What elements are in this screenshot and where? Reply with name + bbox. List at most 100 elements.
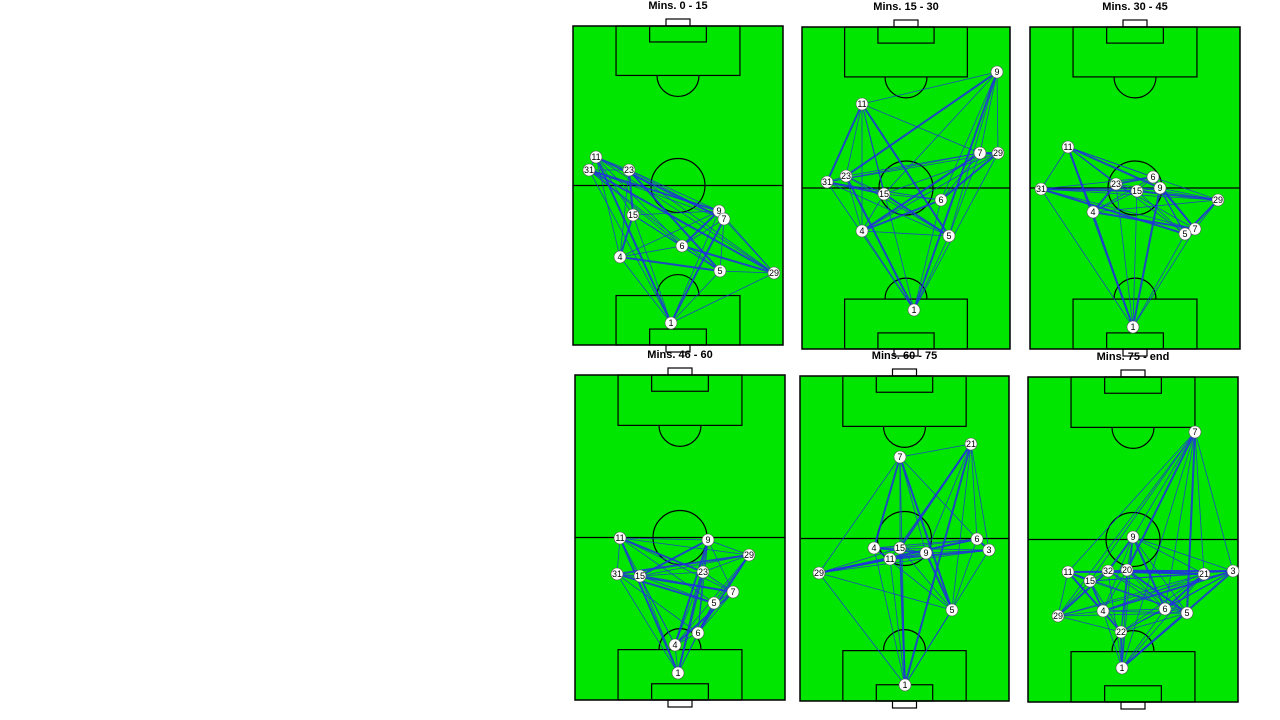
player-label: 21 bbox=[966, 439, 976, 449]
pass-edge bbox=[719, 270, 775, 274]
goal-area bbox=[1104, 685, 1162, 703]
player-node bbox=[675, 239, 689, 253]
player-node bbox=[610, 567, 624, 581]
player-node bbox=[934, 193, 948, 207]
goal bbox=[1120, 369, 1146, 378]
pass-edge bbox=[845, 175, 885, 195]
pass-edge bbox=[595, 156, 683, 247]
player-node bbox=[1051, 609, 1065, 623]
pass-edge bbox=[595, 156, 775, 274]
pass-edge bbox=[899, 456, 927, 554]
player-label: 6 bbox=[1162, 604, 1167, 614]
player-label: 4 bbox=[859, 226, 864, 236]
player-label: 7 bbox=[730, 587, 735, 597]
pass-edge bbox=[889, 558, 906, 686]
player-label: 5 bbox=[1184, 608, 1189, 618]
goal-area bbox=[649, 25, 707, 43]
pass-edge bbox=[1121, 612, 1188, 669]
player-node bbox=[1188, 425, 1202, 439]
player-label: 3 bbox=[986, 545, 991, 555]
pass-edge bbox=[670, 218, 725, 324]
pass-edge bbox=[826, 103, 863, 183]
pass-edge bbox=[619, 210, 720, 258]
pass-edge bbox=[1132, 233, 1186, 328]
pass-edge bbox=[1102, 610, 1188, 614]
panel-title: Mins. 15 - 30 bbox=[873, 1, 938, 13]
player-node bbox=[1178, 227, 1192, 241]
player-label: 23 bbox=[1111, 179, 1121, 189]
player-label: 11 bbox=[885, 554, 894, 564]
player-label: 31 bbox=[1036, 184, 1046, 194]
goal bbox=[667, 367, 693, 376]
pass-edge bbox=[951, 443, 972, 611]
goal-area bbox=[875, 375, 934, 393]
player-label: 11 bbox=[615, 533, 624, 543]
player-label: 1 bbox=[1130, 322, 1135, 332]
pass-edge bbox=[1040, 146, 1069, 190]
goal bbox=[667, 699, 693, 708]
pass-edge bbox=[677, 571, 704, 674]
pass-edge bbox=[595, 156, 634, 216]
pass-edge bbox=[681, 218, 725, 247]
pass-edge bbox=[1120, 569, 1128, 633]
pass-edge bbox=[904, 443, 972, 686]
player-node bbox=[589, 150, 603, 164]
player-label: 29 bbox=[993, 148, 1003, 158]
pass-edge bbox=[674, 539, 709, 646]
pass-edge bbox=[899, 547, 953, 611]
pass-edge bbox=[616, 573, 715, 604]
pass-edge bbox=[681, 245, 721, 272]
pass-edge bbox=[845, 175, 863, 232]
pass-edge bbox=[628, 169, 725, 220]
player-label: 29 bbox=[1213, 195, 1223, 205]
pass-edge bbox=[826, 152, 981, 183]
player-node bbox=[1126, 530, 1140, 544]
player-label: 7 bbox=[1192, 427, 1197, 437]
pass-edge bbox=[619, 256, 672, 324]
pass-edge bbox=[904, 609, 953, 686]
player-node bbox=[982, 543, 996, 557]
panel-title: Mins. 30 - 45 bbox=[1102, 1, 1167, 13]
player-label: 6 bbox=[974, 534, 979, 544]
player-label: 20 bbox=[1122, 565, 1132, 575]
pass-edge bbox=[1126, 569, 1205, 575]
pass-edge bbox=[861, 103, 950, 237]
pass-edge bbox=[619, 169, 630, 258]
player-node bbox=[893, 450, 907, 464]
pass-edge bbox=[889, 443, 972, 560]
player-label: 32 bbox=[1103, 566, 1113, 576]
pass-edge bbox=[1194, 431, 1234, 572]
player-label: 4 bbox=[1100, 606, 1105, 616]
player-node bbox=[877, 187, 891, 201]
pass-edge bbox=[616, 573, 679, 674]
pass-edge bbox=[1092, 211, 1196, 230]
player-label: 3 bbox=[1230, 566, 1235, 576]
player-node bbox=[707, 596, 721, 610]
pass-edge bbox=[873, 547, 906, 686]
pass-edge bbox=[899, 443, 972, 458]
pitch-panel: Mins. 0 - 15 11 31 23 15 97 6 4 5 29 1 bbox=[572, 0, 784, 353]
goal bbox=[1120, 701, 1146, 710]
pass-edge bbox=[1102, 570, 1234, 612]
player-node bbox=[1130, 184, 1144, 198]
player-node bbox=[1083, 574, 1097, 588]
player-node bbox=[964, 437, 978, 451]
player-label: 4 bbox=[617, 252, 622, 262]
pass-edge bbox=[979, 71, 998, 154]
pass-edge bbox=[616, 573, 699, 634]
player-node bbox=[1146, 170, 1160, 184]
player-label: 29 bbox=[1053, 611, 1063, 621]
pass-edge bbox=[619, 256, 721, 272]
pass-edge bbox=[1067, 571, 1122, 633]
player-label: 31 bbox=[612, 569, 622, 579]
pass-edge bbox=[1159, 187, 1196, 230]
player-node bbox=[613, 250, 627, 264]
pass-edge bbox=[1102, 569, 1128, 612]
pass-edge bbox=[632, 214, 672, 324]
pass-edge bbox=[861, 152, 981, 232]
player-label: 22 bbox=[1116, 627, 1126, 637]
player-node bbox=[1188, 222, 1202, 236]
player-label: 6 bbox=[679, 241, 684, 251]
pass-edge bbox=[697, 554, 750, 634]
player-label: 5 bbox=[711, 598, 716, 608]
